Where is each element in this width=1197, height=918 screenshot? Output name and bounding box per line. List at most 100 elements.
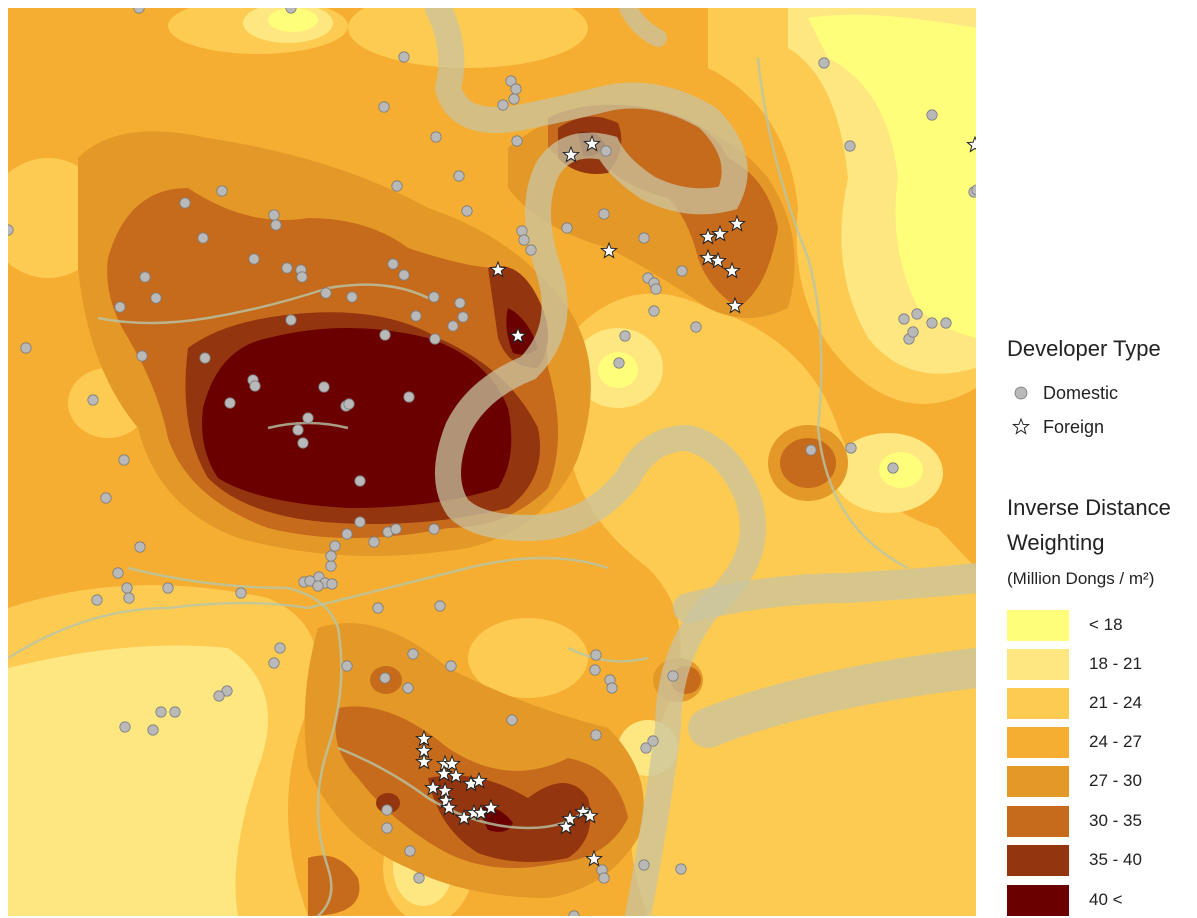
foreign-developer-point (966, 135, 976, 153)
domestic-developer-point (381, 804, 393, 816)
domestic-developer-point (407, 648, 419, 660)
domestic-developer-point (638, 232, 650, 244)
domestic-developer-point (197, 232, 209, 244)
domestic-developer-point (248, 253, 260, 265)
legend-class-label: 18 - 21 (1089, 654, 1142, 673)
domestic-developer-point (318, 381, 330, 393)
idw-price-map (8, 8, 976, 916)
legend-class-row: 40 < (1007, 884, 1123, 916)
river-network (425, 8, 976, 916)
domestic-developer-point (325, 560, 337, 572)
domestic-developer-point (139, 271, 151, 283)
legend-class-row: 21 - 24 (1007, 687, 1142, 719)
domestic-developer-point (133, 8, 145, 14)
domestic-developer-point (511, 135, 523, 147)
domestic-developer-point (589, 664, 601, 676)
domestic-developer-point (379, 672, 391, 684)
foreign-developer-point (723, 261, 741, 279)
domestic-developer-point (675, 863, 687, 875)
domestic-developer-point (398, 51, 410, 63)
idw-title-line1: Inverse Distance (1007, 495, 1171, 520)
domestic-developer-point (213, 690, 225, 702)
domestic-developer-point (898, 313, 910, 325)
foreign-developer-point (699, 248, 717, 266)
domestic-developer-point (387, 258, 399, 270)
legend-class-row: 18 - 21 (1007, 648, 1142, 680)
domestic-developer-point (818, 57, 830, 69)
legend-class-label: 24 - 27 (1089, 732, 1142, 751)
foreign-developer-point (443, 754, 461, 772)
domestic-developer-point (169, 706, 181, 718)
domestic-developer-point (312, 580, 324, 592)
domestic-developer-point (805, 444, 817, 456)
domestic-developer-point (329, 540, 341, 552)
class-40-plus-areas (202, 131, 606, 832)
domestic-developer-point (461, 205, 473, 217)
foreign-developer-point (583, 134, 601, 152)
domestic-developer-point (926, 109, 938, 121)
domestic-developer-point (667, 670, 679, 682)
domestic-developer-point (268, 209, 280, 221)
domestic-developer-point (343, 398, 355, 410)
domestic-developer-point (268, 657, 280, 669)
legend-label-foreign: Foreign (1043, 416, 1105, 437)
foreign-developer-point (709, 251, 727, 269)
legend-label-domestic: Domestic (1043, 382, 1119, 403)
domestic-developer-point (292, 424, 304, 436)
domestic-developer-point (561, 222, 573, 234)
foreign-developer-point (699, 227, 717, 245)
foreign-developer-point (437, 791, 455, 809)
foreign-developer-point (728, 214, 746, 232)
domestic-developer-point (690, 321, 702, 333)
domestic-developer-point (619, 330, 631, 342)
domestic-developer-point (354, 516, 366, 528)
domestic-developer-point (391, 180, 403, 192)
domestic-developer-point (134, 541, 146, 553)
domestic-developer-point (162, 582, 174, 594)
domestic-developer-point (325, 550, 337, 562)
domestic-developer-point (147, 724, 159, 736)
legend-class-swatch (1007, 844, 1069, 876)
domestic-developer-point (598, 208, 610, 220)
domestic-developer-point (447, 320, 459, 332)
legend-class-swatch (1007, 726, 1069, 758)
legend-class-row: 35 - 40 (1007, 844, 1142, 876)
domestic-developer-point (20, 342, 32, 354)
domestic-developer-point (911, 308, 923, 320)
foreign-developer-point (415, 752, 433, 770)
domestic-developer-point (600, 145, 612, 157)
foreign-developer-point (711, 224, 729, 242)
developer-type-title: Developer Type (1007, 336, 1161, 361)
domestic-developer-point (179, 197, 191, 209)
foreign-developer-point (557, 817, 575, 835)
map-legend: Developer Type Domestic Foreign Inverse … (1007, 0, 1197, 918)
domestic-developer-point (341, 528, 353, 540)
foreign-developer-point (726, 296, 744, 314)
domestic-developer-point (326, 578, 338, 590)
domestic-developer-point (497, 99, 509, 111)
domestic-developer-point (297, 437, 309, 449)
domestic-developer-point (378, 101, 390, 113)
domestic-developer-point (844, 140, 856, 152)
domestic-developer-point (199, 352, 211, 364)
foreign-star-icon (1007, 417, 1035, 437)
domestic-circle-icon (1007, 385, 1035, 401)
domestic-developer-point (112, 567, 124, 579)
domestic-developer-point (413, 872, 425, 884)
legend-class-swatch (1007, 765, 1069, 797)
idw-units: (Million Dongs / m²) (1007, 569, 1155, 588)
domestic-developer-point (8, 224, 14, 236)
domestic-developer-points (8, 8, 976, 916)
domestic-developer-point (372, 602, 384, 614)
domestic-developer-point (121, 582, 133, 594)
domestic-developer-point (100, 492, 112, 504)
domestic-developer-point (613, 357, 625, 369)
domestic-developer-point (281, 262, 293, 274)
domestic-developer-point (505, 75, 517, 87)
domestic-developer-point (216, 185, 228, 197)
domestic-developer-point (845, 442, 857, 454)
domestic-developer-point (453, 170, 465, 182)
legend-class-label: < 18 (1089, 615, 1123, 634)
domestic-developer-point (354, 475, 366, 487)
domestic-developer-point (590, 729, 602, 741)
